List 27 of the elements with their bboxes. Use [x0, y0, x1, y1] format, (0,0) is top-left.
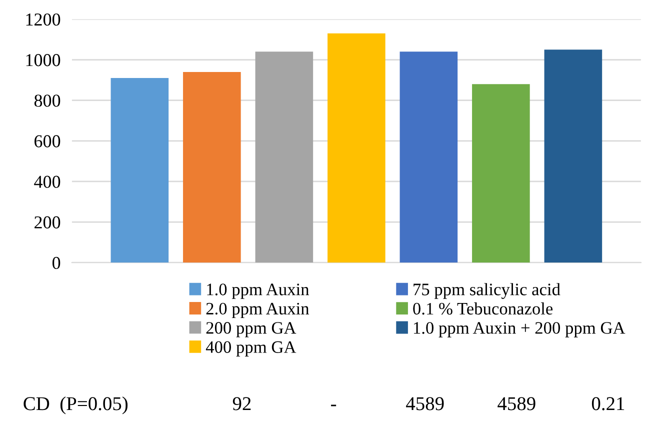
text: - [331, 404, 336, 406]
bar [544, 50, 602, 263]
legend-label: 1.0 ppm Auxin + 200 ppm GA [414, 322, 626, 338]
y-tick-label: 600 [34, 135, 60, 148]
legend-label: 400 ppm GA [206, 341, 296, 356]
y-tick-label: 0 [52, 256, 60, 270]
y-tick-label: 800 [34, 94, 60, 107]
bar [110, 78, 169, 263]
y-tick-label: 400 [34, 176, 60, 188]
text: 4589 [406, 397, 444, 410]
text: 0.21 [592, 397, 624, 410]
text: CD (P=0.05) [24, 396, 128, 414]
bar [183, 72, 241, 263]
text: 4589 [498, 397, 536, 410]
legend-label: 75 ppm salicylic acid [414, 283, 560, 299]
bar [255, 52, 314, 263]
bar [472, 84, 530, 263]
text: 92 [232, 397, 251, 410]
bar [328, 33, 386, 263]
legend-label: 200 ppm GA [206, 322, 296, 338]
legend-label: 0.1 % Tebuconazole [413, 302, 553, 315]
legend-label: 2.0 ppm Auxin [206, 302, 310, 318]
y-tick-label: 200 [34, 216, 60, 228]
y-tick-label: 1000 [26, 54, 60, 66]
legend-label: 1.0 ppm Auxin [207, 284, 310, 299]
y-tick-label: 1200 [26, 13, 60, 26]
bar [400, 52, 458, 263]
